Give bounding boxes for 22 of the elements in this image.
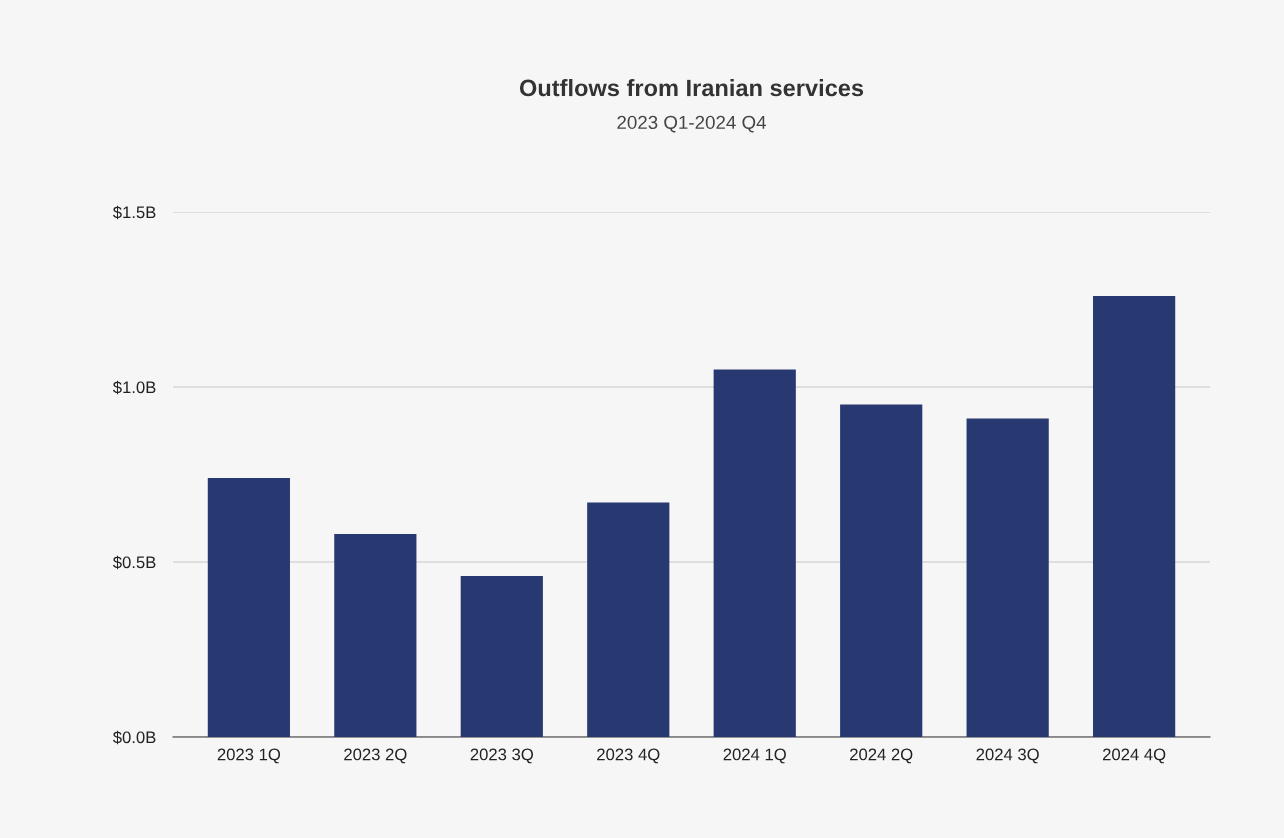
bar xyxy=(966,418,1049,737)
x-tick-label: 2024 3Q xyxy=(976,748,1039,764)
x-tick-label: 2024 4Q xyxy=(1102,748,1166,764)
x-tick-label: 2023 3Q xyxy=(470,748,533,764)
y-tick-label: $0.5B xyxy=(112,555,156,570)
bar xyxy=(840,404,923,737)
y-tick-label: $1.5B xyxy=(112,205,156,220)
x-tick-label: 2023 2Q xyxy=(344,748,407,764)
bar xyxy=(713,369,796,737)
x-tick-label: 2024 1Q xyxy=(723,748,786,764)
chart-subtitle: 2023 Q1-2024 Q4 xyxy=(617,115,767,133)
bar xyxy=(460,576,543,737)
bar xyxy=(207,478,290,737)
y-tick-label: $0.0B xyxy=(112,730,156,745)
bar xyxy=(587,502,670,737)
x-tick-label: 2023 1Q xyxy=(217,748,281,764)
bar xyxy=(1093,296,1176,737)
x-tick-label: 2024 2Q xyxy=(850,748,913,764)
x-tick-label: 2023 4Q xyxy=(597,748,660,764)
bar xyxy=(334,534,417,737)
y-tick-label: $1.0B xyxy=(112,380,156,395)
chart-title: Outflows from Iranian services xyxy=(519,79,864,97)
